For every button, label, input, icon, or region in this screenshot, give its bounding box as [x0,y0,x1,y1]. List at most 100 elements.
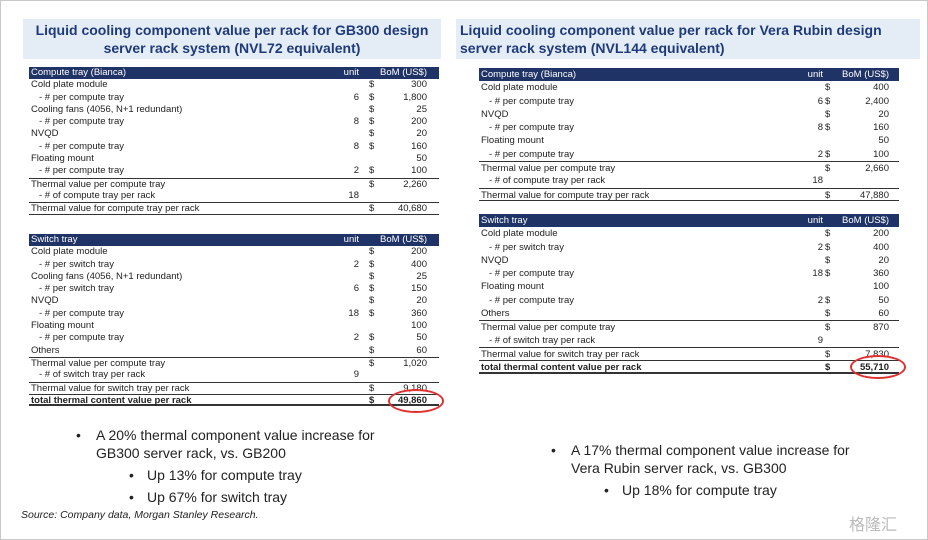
currency: $ [825,108,831,120]
table-row: Switch tray unit BoM (US$) [479,214,899,228]
row-label: - # per switch tray [39,283,114,295]
unit: 2 [817,148,823,160]
table-row: - # per compute tray 18 $360 [29,308,439,320]
bullets: A 17% thermal component value increase f… [551,441,871,499]
currency: $ [825,163,831,175]
row-label: Switch tray [31,234,78,245]
table-row: Others $60 [479,307,899,320]
row-label: Thermal value for switch tray per rack [31,382,190,394]
bom-value: 400 [873,241,889,253]
unit: 18 [348,307,359,319]
bom-value: 400 [411,258,427,270]
bom-value: 100 [873,281,889,293]
unit: 8 [353,116,359,128]
row-label: Floating mount [481,281,544,293]
bom-value: 200 [411,116,427,128]
currency: $ [825,241,831,253]
currency: $ [369,307,375,319]
row-label: Compute tray (Bianca) [31,67,127,78]
currency: $ [825,228,831,240]
bom-value: 20 [416,295,427,307]
unit: 18 [812,175,823,187]
right-title: Liquid cooling component value per rack … [456,19,920,59]
currency: $ [825,254,831,266]
unit: 6 [353,91,359,103]
table-row: Floating mount 50 [29,153,439,165]
row-label: - # per compute tray [39,165,125,177]
bom-value: 50 [878,294,889,306]
table-row: Floating mount 100 [479,280,899,293]
row-label: NVQD [481,108,509,120]
bullet: A 17% thermal component value increase f… [551,441,871,477]
table-row: Thermal value per compute tray $2,660 [479,161,899,174]
row-label: Thermal value for compute tray per rack [31,203,200,215]
unit: 2 [353,332,359,344]
row-label: Floating mount [31,153,94,165]
table-row: Floating mount 100 [29,320,439,332]
table-row: Floating mount 50 [479,134,899,147]
table-row: Thermal value per compute tray $870 [479,320,899,333]
row-label: Thermal value per compute tray [481,322,616,334]
row-label: Others [481,308,510,320]
currency: $ [369,332,375,344]
currency: $ [369,295,375,307]
row-label: NVQD [31,295,59,307]
row-label: Cooling fans (4056, N+1 redundant) [31,103,183,115]
row-label: - # per compute tray [489,122,575,134]
unit: 9 [353,369,359,381]
row-label: Thermal value for compute tray per rack [481,189,650,201]
table-row: - # per compute tray 18 $360 [479,267,899,280]
bom-value: 150 [411,283,427,295]
table-row: Thermal value for compute tray per rack $… [29,202,439,215]
currency: $ [369,394,375,406]
currency: $ [825,189,831,201]
table-row: Cooling fans (4056, N+1 redundant) $25 [29,271,439,283]
table: Compute tray (Bianca) unit BoM (US$) Cold p… [479,68,899,201]
bom-value: 400 [873,82,889,94]
table-row: Compute tray (Bianca) unit BoM (US$) [479,68,899,82]
row-label: - # of switch tray per rack [489,334,596,346]
currency: $ [369,165,375,177]
row-label: Cold plate module [31,79,108,91]
bom-value: 2,400 [865,95,889,107]
row-label: NVQD [31,128,59,140]
currency: $ [369,246,375,258]
row-label: Floating mount [31,320,94,332]
row-label: Cold plate module [31,246,108,258]
table-row: NVQD $20 [29,295,439,307]
currency: $ [825,322,831,334]
unit: unit [807,215,823,226]
bom-value: 50 [878,135,889,147]
watermark: 格隆汇 [849,517,898,534]
currency: $ [369,128,375,140]
bom-value: 2,660 [865,163,889,175]
bom-value: BoM (US$) [842,215,889,226]
table-row: Cold plate module $200 [479,227,899,240]
row-label: - # per switch tray [489,241,564,253]
row-label: - # per compute tray [39,91,125,103]
bom-value: 25 [416,103,427,115]
table-row: - # per compute tray 2 $100 [29,165,439,177]
table-row: Thermal value for compute tray per rack $… [479,187,899,201]
bom-value: 1,800 [403,91,427,103]
bom-value: 100 [411,165,427,177]
table-row: Compute tray (Bianca) unit BoM (US$) [29,67,439,80]
table-row: Thermal value per compute tray $2,260 [29,177,439,190]
row-label: total thermal content value per rack [481,362,642,374]
bom-value: 60 [416,344,427,356]
bom-value: 160 [873,122,889,134]
currency: $ [369,382,375,394]
unit: 2 [353,258,359,270]
currency: $ [369,270,375,282]
unit: 6 [353,283,359,295]
row-label: - # per compute tray [39,332,125,344]
table: Switch tray unit BoM (US$) Cold plate modul… [29,234,445,414]
table: Compute tray (Bianca) unit BoM (US$) Cold p… [29,67,439,215]
table-row: - # per compute tray 8 $200 [29,116,439,128]
table-row: - # per switch tray 2 $400 [29,259,439,271]
unit: 9 [817,334,823,346]
table-row: - # per compute tray 6 $1,800 [29,92,439,104]
unit: 18 [812,268,823,280]
bom-value: 100 [873,148,889,160]
table: Switch tray unit BoM (US$) Cold plate modul… [479,214,907,380]
